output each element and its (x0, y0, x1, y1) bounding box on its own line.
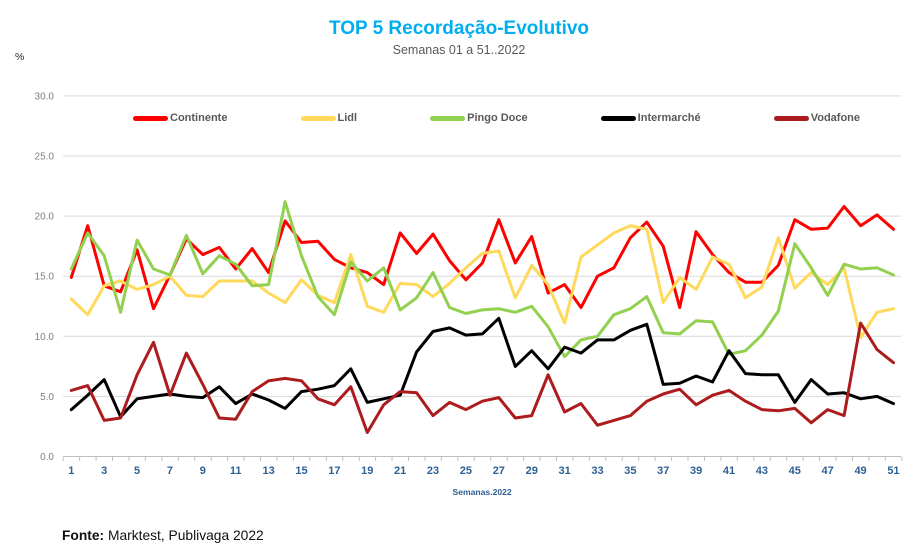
x-tick-label: 49 (854, 465, 866, 477)
x-tick-label: 37 (657, 465, 669, 477)
x-tick-label: 31 (558, 465, 570, 477)
x-tick-label: 23 (427, 465, 439, 477)
x-tick-label: 13 (262, 465, 274, 477)
y-axis-unit-label: % (15, 51, 25, 63)
x-tick-label: 15 (295, 465, 307, 477)
x-tick-label: 5 (134, 465, 140, 477)
source-label: Fonte: (62, 528, 105, 543)
series-line-lidl (69, 224, 895, 339)
x-tick-label: 41 (723, 465, 735, 477)
x-tick-label: 43 (756, 465, 768, 477)
x-tick-label: 3 (101, 465, 107, 477)
chart-subtitle: Semanas 01 a 51..2022 (392, 43, 526, 57)
x-tick-label: 27 (493, 465, 505, 477)
x-tick-label: 33 (591, 465, 603, 477)
x-tick-label: 21 (394, 465, 406, 477)
x-axis-title: Semanas.2022 (452, 487, 511, 497)
y-tick-label: 15.0 (35, 272, 55, 283)
y-tick-label: 0.0 (40, 452, 54, 463)
x-tick-label: 35 (624, 465, 636, 477)
x-tick-label: 25 (460, 465, 472, 477)
source-note: Fonte: Marktest, Publivaga 2022 (62, 528, 264, 543)
chart-title: TOP 5 Recordação-Evolutivo (328, 18, 590, 39)
series-line-vodafone (69, 321, 895, 434)
x-tick-label: 11 (230, 465, 242, 477)
x-tick-label: 17 (328, 465, 340, 477)
y-tick-label: 30.0 (35, 91, 55, 102)
x-tick-label: 19 (361, 465, 373, 477)
x-tick-label: 9 (200, 465, 206, 477)
x-tick-label: 45 (789, 465, 801, 477)
x-tick-label: 47 (822, 465, 834, 477)
y-tick-label: 10.0 (35, 332, 55, 343)
x-tick-label: 51 (887, 465, 899, 477)
series-line-continente (69, 205, 895, 311)
y-tick-label: 20.0 (35, 212, 55, 223)
x-tick-label: 1 (68, 465, 74, 477)
x-tick-label: 29 (526, 465, 538, 477)
y-tick-label: 5.0 (40, 392, 54, 403)
x-tick-label: 7 (167, 465, 173, 477)
y-tick-label: 25.0 (35, 152, 55, 163)
source-text: Marktest, Publivaga 2022 (104, 528, 264, 543)
x-tick-label: 39 (690, 465, 702, 477)
series-line-pingo-doce (69, 200, 895, 359)
